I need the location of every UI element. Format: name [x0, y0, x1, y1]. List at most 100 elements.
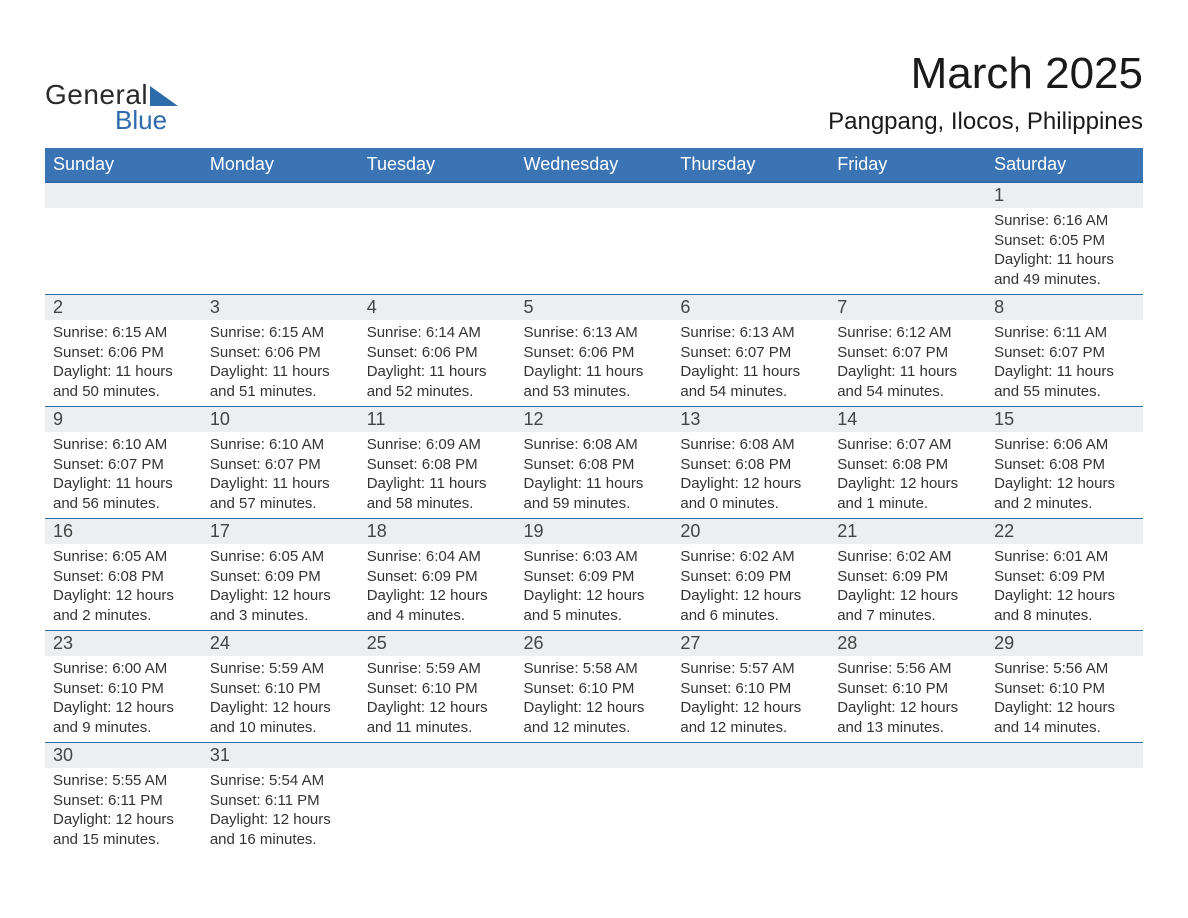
day-cell: 21	[829, 518, 986, 544]
day-body-cell: Sunrise: 5:57 AMSunset: 6:10 PMDaylight:…	[672, 656, 829, 742]
sunset-text: Sunset: 6:06 PM	[53, 343, 194, 363]
day-number: 20	[672, 518, 829, 544]
day-cell	[672, 742, 829, 768]
daylight-text: Daylight: 11 hours and 55 minutes.	[994, 362, 1135, 401]
day-body-cell	[986, 768, 1143, 854]
empty-day-number	[202, 183, 359, 208]
day-number: 1	[986, 183, 1143, 208]
day-cell	[516, 742, 673, 768]
day-body-cell: Sunrise: 6:05 AMSunset: 6:08 PMDaylight:…	[45, 544, 202, 630]
day-body-cell: Sunrise: 6:03 AMSunset: 6:09 PMDaylight:…	[516, 544, 673, 630]
day-number: 2	[45, 294, 202, 320]
day-body-cell: Sunrise: 6:01 AMSunset: 6:09 PMDaylight:…	[986, 544, 1143, 630]
empty-day-number	[516, 183, 673, 208]
day-number: 21	[829, 518, 986, 544]
sunset-text: Sunset: 6:08 PM	[367, 455, 508, 475]
sunrise-text: Sunrise: 6:15 AM	[210, 323, 351, 343]
day-details: Sunrise: 6:02 AMSunset: 6:09 PMDaylight:…	[829, 544, 986, 630]
day-details: Sunrise: 5:56 AMSunset: 6:10 PMDaylight:…	[829, 656, 986, 742]
day-body-cell: Sunrise: 6:13 AMSunset: 6:07 PMDaylight:…	[672, 320, 829, 406]
empty-day-details	[202, 208, 359, 291]
day-cell: 13	[672, 406, 829, 432]
daylight-text: Daylight: 12 hours and 2 minutes.	[994, 474, 1135, 513]
logo-triangle-icon	[150, 86, 178, 106]
day-cell: 15	[986, 406, 1143, 432]
day-cell: 12	[516, 406, 673, 432]
sunset-text: Sunset: 6:09 PM	[367, 567, 508, 587]
sunrise-text: Sunrise: 6:04 AM	[367, 547, 508, 567]
week-body-row: Sunrise: 6:10 AMSunset: 6:07 PMDaylight:…	[45, 432, 1143, 518]
sunset-text: Sunset: 6:10 PM	[680, 679, 821, 699]
day-body-cell: Sunrise: 6:09 AMSunset: 6:08 PMDaylight:…	[359, 432, 516, 518]
sunrise-text: Sunrise: 5:59 AM	[367, 659, 508, 679]
daylight-text: Daylight: 11 hours and 59 minutes.	[524, 474, 665, 513]
empty-day-number	[45, 183, 202, 208]
sunset-text: Sunset: 6:09 PM	[680, 567, 821, 587]
weekday-header: Wednesday	[516, 148, 673, 182]
week-body-row: Sunrise: 6:16 AMSunset: 6:05 PMDaylight:…	[45, 208, 1143, 294]
week-number-row: 2345678	[45, 294, 1143, 320]
day-cell: 31	[202, 742, 359, 768]
day-cell: 20	[672, 518, 829, 544]
day-details: Sunrise: 5:58 AMSunset: 6:10 PMDaylight:…	[516, 656, 673, 742]
week-body-row: Sunrise: 6:00 AMSunset: 6:10 PMDaylight:…	[45, 656, 1143, 742]
daylight-text: Daylight: 11 hours and 53 minutes.	[524, 362, 665, 401]
day-details: Sunrise: 6:04 AMSunset: 6:09 PMDaylight:…	[359, 544, 516, 630]
weekday-header: Thursday	[672, 148, 829, 182]
daylight-text: Daylight: 12 hours and 8 minutes.	[994, 586, 1135, 625]
empty-day-number	[829, 183, 986, 208]
day-body-cell	[672, 768, 829, 854]
day-details: Sunrise: 6:08 AMSunset: 6:08 PMDaylight:…	[516, 432, 673, 518]
sunrise-text: Sunrise: 6:05 AM	[210, 547, 351, 567]
sunset-text: Sunset: 6:09 PM	[524, 567, 665, 587]
daylight-text: Daylight: 12 hours and 3 minutes.	[210, 586, 351, 625]
day-body-cell: Sunrise: 6:06 AMSunset: 6:08 PMDaylight:…	[986, 432, 1143, 518]
day-body-cell: Sunrise: 5:56 AMSunset: 6:10 PMDaylight:…	[829, 656, 986, 742]
day-cell	[829, 182, 986, 208]
sunrise-text: Sunrise: 6:15 AM	[53, 323, 194, 343]
day-body-cell: Sunrise: 6:04 AMSunset: 6:09 PMDaylight:…	[359, 544, 516, 630]
sunrise-text: Sunrise: 6:06 AM	[994, 435, 1135, 455]
day-details: Sunrise: 5:54 AMSunset: 6:11 PMDaylight:…	[202, 768, 359, 854]
calendar-table: Sunday Monday Tuesday Wednesday Thursday…	[45, 148, 1143, 854]
sunset-text: Sunset: 6:11 PM	[210, 791, 351, 811]
day-body-cell: Sunrise: 6:15 AMSunset: 6:06 PMDaylight:…	[202, 320, 359, 406]
day-cell	[829, 742, 986, 768]
day-body-cell: Sunrise: 5:58 AMSunset: 6:10 PMDaylight:…	[516, 656, 673, 742]
daylight-text: Daylight: 12 hours and 9 minutes.	[53, 698, 194, 737]
empty-day-details	[359, 768, 516, 851]
location-subtitle: Pangpang, Ilocos, Philippines	[828, 108, 1143, 136]
day-cell	[202, 182, 359, 208]
sunset-text: Sunset: 6:10 PM	[367, 679, 508, 699]
daylight-text: Daylight: 11 hours and 51 minutes.	[210, 362, 351, 401]
daylight-text: Daylight: 12 hours and 16 minutes.	[210, 810, 351, 849]
day-cell: 25	[359, 630, 516, 656]
empty-day-details	[672, 208, 829, 291]
day-body-cell: Sunrise: 6:07 AMSunset: 6:08 PMDaylight:…	[829, 432, 986, 518]
sunset-text: Sunset: 6:05 PM	[994, 231, 1135, 251]
day-body-cell: Sunrise: 5:54 AMSunset: 6:11 PMDaylight:…	[202, 768, 359, 854]
week-body-row: Sunrise: 6:05 AMSunset: 6:08 PMDaylight:…	[45, 544, 1143, 630]
day-number: 23	[45, 630, 202, 656]
day-cell	[359, 182, 516, 208]
daylight-text: Daylight: 12 hours and 7 minutes.	[837, 586, 978, 625]
day-number: 28	[829, 630, 986, 656]
day-cell: 18	[359, 518, 516, 544]
daylight-text: Daylight: 11 hours and 52 minutes.	[367, 362, 508, 401]
day-cell: 26	[516, 630, 673, 656]
daylight-text: Daylight: 11 hours and 58 minutes.	[367, 474, 508, 513]
day-body-cell: Sunrise: 6:05 AMSunset: 6:09 PMDaylight:…	[202, 544, 359, 630]
weekday-header-row: Sunday Monday Tuesday Wednesday Thursday…	[45, 148, 1143, 182]
sunset-text: Sunset: 6:09 PM	[210, 567, 351, 587]
day-number: 13	[672, 406, 829, 432]
daylight-text: Daylight: 12 hours and 13 minutes.	[837, 698, 978, 737]
empty-day-details	[359, 208, 516, 291]
day-cell: 17	[202, 518, 359, 544]
sunrise-text: Sunrise: 6:02 AM	[837, 547, 978, 567]
sunrise-text: Sunrise: 5:55 AM	[53, 771, 194, 791]
day-details: Sunrise: 6:13 AMSunset: 6:06 PMDaylight:…	[516, 320, 673, 406]
day-cell: 11	[359, 406, 516, 432]
sunrise-text: Sunrise: 5:56 AM	[837, 659, 978, 679]
empty-day-number	[359, 742, 516, 768]
sunrise-text: Sunrise: 6:03 AM	[524, 547, 665, 567]
